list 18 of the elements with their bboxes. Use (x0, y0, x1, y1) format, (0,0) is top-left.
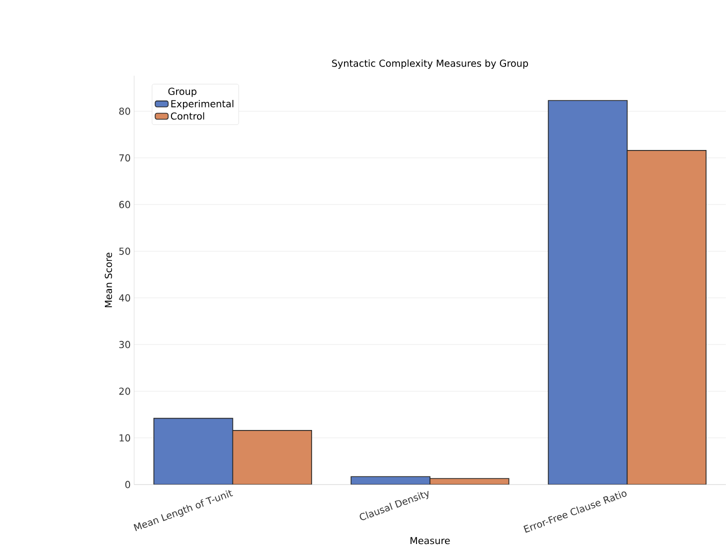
y-tick-label: 70 (119, 154, 130, 162)
x-tick-label: Mean Length of T-unit (134, 490, 234, 531)
y-tick-label: 30 (119, 340, 130, 348)
x-axis-title: Measure (410, 536, 450, 544)
y-tick-label: 50 (119, 247, 130, 255)
legend-label: Control (170, 112, 204, 120)
y-tick-label: 40 (119, 294, 130, 302)
legend-title: Group (168, 88, 196, 97)
bar (548, 100, 628, 484)
bar (153, 418, 234, 484)
y-tick-label: 80 (119, 107, 130, 115)
y-tick-label: 10 (120, 434, 130, 442)
y-tick-label: 60 (119, 200, 130, 208)
y-tick-label: 20 (119, 387, 130, 395)
y-tick-label: 0 (125, 480, 130, 488)
chart-title: Syntactic Complexity Measures by Group (332, 59, 528, 69)
legend-label: Experimental (171, 100, 234, 110)
y-axis-title: Mean Score (104, 252, 112, 307)
